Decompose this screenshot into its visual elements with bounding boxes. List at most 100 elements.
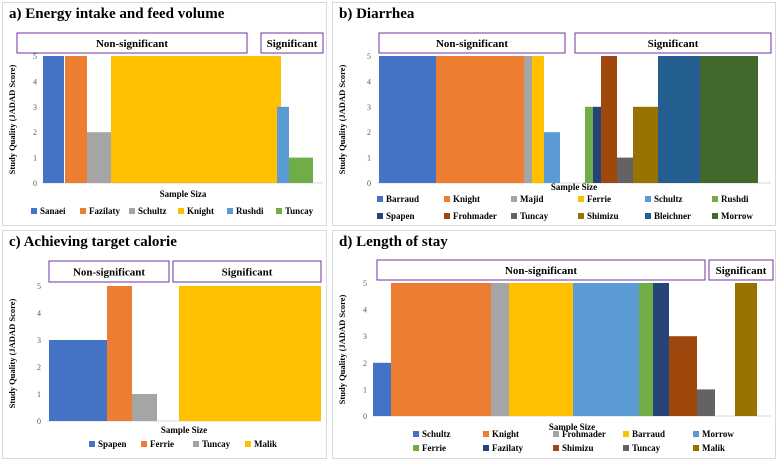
bar-schultz — [373, 362, 391, 416]
legend-swatch — [645, 213, 651, 219]
legend-swatch — [712, 196, 718, 202]
bar-fazilaty — [65, 56, 87, 183]
bar-tuncay — [289, 157, 313, 183]
legend-label: Schultz — [138, 206, 167, 216]
legend-swatch — [553, 431, 559, 437]
chart-length-of-stay: 0 1 2 3 4 5 Non-significant Significant Study Qu… — [337, 259, 774, 453]
group-box — [574, 32, 772, 54]
y-axis-title: Study Quality (JADAD Score) — [7, 65, 17, 175]
y-axis-title: Study Quality (JADAD Score) — [7, 299, 17, 409]
legend-swatch — [623, 445, 629, 451]
bar-knight — [391, 283, 491, 416]
group-box — [376, 259, 706, 281]
legend-swatch — [645, 196, 651, 202]
group-box — [260, 32, 324, 54]
bar-rushdi — [277, 106, 289, 183]
chart-energy-intake: 0 1 2 3 4 5 Non-significant Significant Study Qu… — [7, 32, 324, 216]
legend-label: Tuncay — [202, 439, 231, 449]
bar-barraud — [509, 283, 573, 416]
group-label: Non-significant — [73, 267, 145, 279]
group-label: Non-significant — [96, 38, 168, 50]
legend-label: Tuncay — [632, 443, 661, 453]
legend-swatch — [712, 213, 718, 219]
legend-swatch — [444, 196, 450, 202]
y-tick-label: 2 — [363, 359, 367, 368]
group-label: Non-significant — [436, 38, 508, 50]
bar-tuncay — [132, 394, 157, 421]
legend-label: Rushdi — [236, 206, 264, 216]
x-axis-title: Sample Siza — [160, 189, 207, 199]
y-tick-label: 3 — [367, 103, 371, 112]
legend-label: Morrow — [721, 211, 753, 221]
bar-spapen — [49, 340, 107, 421]
legend-label: Fazilaty — [492, 443, 523, 453]
x-axis-title: Sample Size — [161, 425, 207, 435]
y-tick-label: 0 — [363, 412, 367, 421]
y-tick-label: 5 — [37, 282, 41, 291]
legend-swatch — [578, 196, 584, 202]
y-tick-label: 3 — [37, 336, 41, 345]
y-tick-label: 1 — [363, 385, 367, 394]
y-tick-label: 2 — [33, 128, 37, 137]
y-tick-label: 1 — [33, 154, 37, 163]
legend-swatch — [377, 196, 383, 202]
bar-knight — [436, 56, 524, 183]
bar-ferrie — [532, 56, 544, 183]
legend-swatch — [129, 208, 135, 214]
legend-swatch — [31, 208, 37, 214]
x-axis-title: Sample Size — [551, 182, 597, 192]
legend-label: Barraud — [632, 429, 665, 439]
legend-label: Fazilaty — [89, 206, 120, 216]
chart-title: d) Length of stay — [339, 234, 448, 250]
legend-swatch — [413, 431, 419, 437]
y-tick-label: 3 — [363, 332, 367, 341]
bar-frohmader — [491, 283, 509, 416]
y-tick-label: 0 — [37, 417, 41, 426]
chart-title: a) Energy intake and feed volume — [9, 6, 225, 22]
legend-label: Ferrie — [150, 439, 174, 449]
legend-swatch — [245, 441, 251, 447]
legend-label: Ferrie — [422, 443, 446, 453]
group-box — [16, 32, 248, 54]
y-tick-label: 5 — [33, 52, 37, 61]
group-box — [48, 260, 170, 283]
group-label: Significant — [267, 38, 318, 50]
legend-swatch — [178, 208, 184, 214]
legend-swatch — [483, 445, 489, 451]
legend-label: Morrow — [702, 429, 734, 439]
legend-swatch — [483, 431, 489, 437]
legend-label: Majid — [520, 194, 544, 204]
y-tick-label: 1 — [367, 154, 371, 163]
y-tick-label: 5 — [367, 52, 371, 61]
bar-ferrie — [107, 286, 132, 421]
chart-target-calorie: 0 1 2 3 4 5 Non-significant Significant Study Qu… — [7, 260, 322, 449]
bar-majid — [524, 56, 532, 183]
bar-barraud — [379, 56, 436, 183]
bar-shimizu — [633, 106, 658, 183]
bar-shimizu — [669, 336, 697, 416]
y-axis-title: Study Quality (JADAD Score) — [337, 65, 347, 175]
legend-label: Barraud — [386, 194, 419, 204]
legend-label: Shimizu — [562, 443, 594, 453]
legend-swatch — [693, 445, 699, 451]
legend-label: Tuncay — [520, 211, 549, 221]
legend-label: Shimizu — [587, 211, 619, 221]
legend-swatch — [193, 441, 199, 447]
legend-swatch — [578, 213, 584, 219]
y-tick-label: 0 — [33, 179, 37, 188]
legend-label: Rushdi — [721, 194, 749, 204]
y-tick-label: 2 — [367, 128, 371, 137]
chart-title: b) Diarrhea — [339, 6, 415, 22]
bar-morrow — [700, 56, 758, 183]
y-tick-label: 0 — [367, 179, 371, 188]
x-axis-title: Sample Size — [549, 422, 595, 432]
bar-schultz — [544, 132, 560, 183]
y-tick-label: 2 — [37, 363, 41, 372]
legend-label: Ferrie — [587, 194, 611, 204]
chart-diarrhea: 0 1 2 3 4 5 Non-significant Significant Study Qu… — [337, 32, 772, 221]
legend-swatch — [413, 445, 419, 451]
bar-sanaei — [43, 56, 64, 183]
chart-title: c) Achieving target calorie — [9, 234, 177, 250]
panel-diarrhea: b) Diarrhea 0 1 2 3 4 5 Non-significant Signifi… — [332, 2, 776, 226]
legend-label: Malik — [254, 439, 277, 449]
